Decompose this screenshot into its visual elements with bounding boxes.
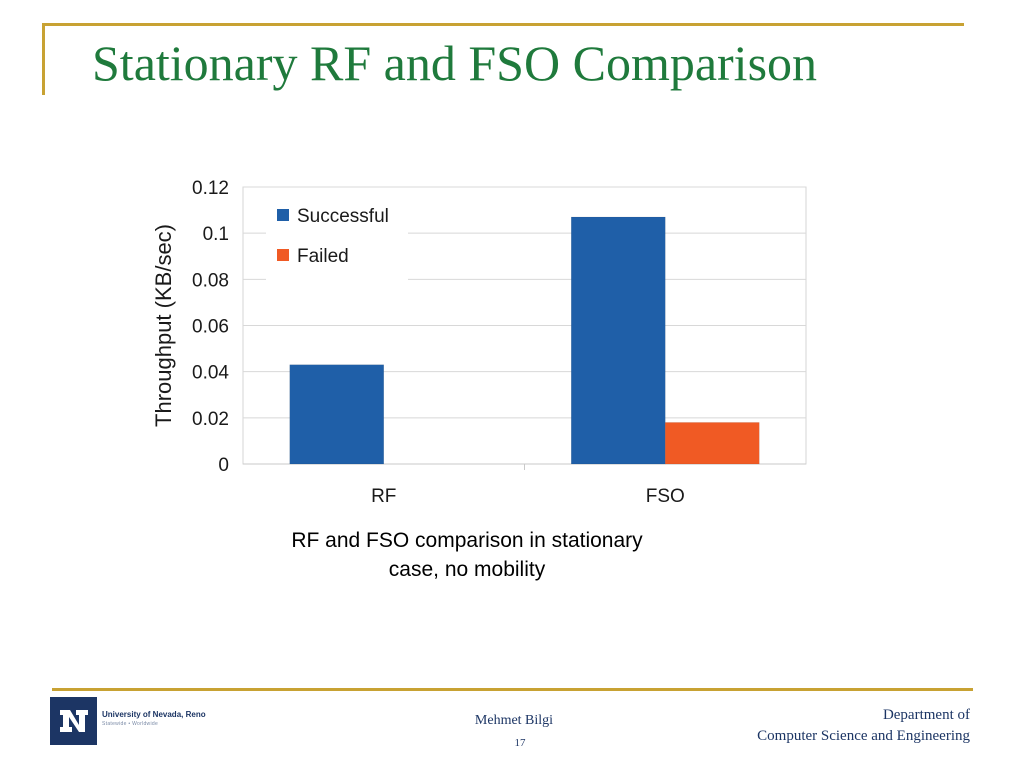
title-rule-left: [42, 23, 45, 95]
x-tick-label: FSO: [646, 486, 685, 507]
y-tick-label: 0.08: [192, 270, 229, 291]
page-number: 17: [514, 737, 526, 749]
bar-successful-rf: [289, 364, 384, 465]
logo-name: University of Nevada, Reno: [102, 710, 206, 719]
department-line-2: Computer Science and Engineering: [757, 728, 970, 744]
x-tick-label: RF: [371, 486, 396, 507]
title-rule-top: [42, 23, 964, 26]
y-tick-label: 0.06: [192, 317, 229, 338]
footer-rule: [52, 688, 973, 691]
legend-swatch: [277, 209, 289, 221]
y-tick-label: 0: [218, 455, 229, 476]
bar-successful-fso: [571, 216, 666, 465]
slide-title: Stationary RF and FSO Comparison: [92, 35, 818, 91]
legend-box: [266, 200, 408, 280]
y-tick-label: 0.12: [192, 178, 229, 199]
caption-line-2: case, no mobility: [388, 558, 546, 581]
university-logo-icon: [50, 697, 97, 745]
legend-swatch: [277, 249, 289, 261]
y-tick-label: 0.04: [192, 363, 229, 384]
chart-caption: RF and FSO comparison in stationary case…: [230, 526, 704, 584]
logo-tagline: Statewide • Worldwide: [102, 721, 159, 727]
legend-label: Failed: [297, 246, 349, 267]
legend-label: Successful: [297, 206, 389, 227]
bar-failed-fso: [665, 422, 760, 465]
y-axis-label: Throughput (KB/sec): [151, 224, 176, 427]
footer-department: Department of Computer Science and Engin…: [757, 705, 970, 747]
y-tick-label: 0.02: [192, 409, 229, 430]
footer-author: Mehmet Bilgi: [474, 713, 554, 728]
caption-line-1: RF and FSO comparison in stationary: [291, 529, 643, 552]
y-tick-label: 0.1: [203, 224, 229, 245]
university-logo: University of Nevada, Reno Statewide • W…: [50, 697, 206, 747]
department-line-1: Department of: [882, 707, 970, 723]
